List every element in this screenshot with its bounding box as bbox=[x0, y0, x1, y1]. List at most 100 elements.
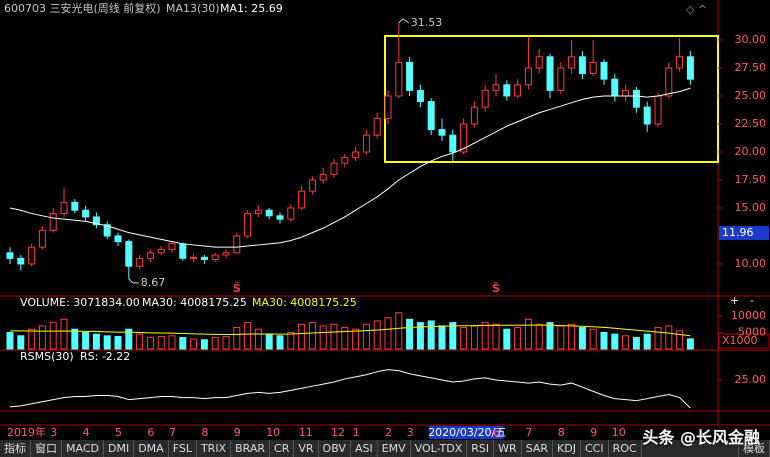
y-tick-label: 17.50 bbox=[735, 173, 767, 186]
y-tick-label: 20.00 bbox=[735, 145, 767, 158]
volume-bar bbox=[492, 323, 500, 350]
volume-bar bbox=[308, 322, 316, 350]
x-tick-label: 2020/03/20/五 bbox=[428, 426, 506, 439]
volume-title: VOLUME: 3071834.00 bbox=[20, 296, 140, 309]
toolbar-tab[interactable]: 窗口 bbox=[31, 440, 62, 457]
volume-bar bbox=[686, 338, 694, 350]
toolbar-tab[interactable]: KDJ bbox=[553, 440, 581, 457]
volume-bar bbox=[136, 333, 144, 350]
y-tick-label: 22.50 bbox=[735, 117, 767, 130]
candle-body bbox=[146, 252, 154, 259]
volume-bar bbox=[470, 325, 478, 350]
rsms-title: RSMS(30) bbox=[20, 350, 74, 363]
indicator-value: MA1: 25.69 bbox=[220, 2, 283, 15]
candle-body bbox=[6, 252, 14, 259]
indicator: MA13(30) bbox=[166, 2, 220, 15]
volume-bar bbox=[643, 333, 651, 350]
x-tick-label: 4 bbox=[83, 426, 90, 439]
x-tick-label: 2 bbox=[385, 426, 392, 439]
volume-bar bbox=[665, 325, 673, 350]
candle-body bbox=[49, 213, 57, 231]
signal: Ŝ bbox=[233, 282, 241, 295]
y-tick-label: 27.50 bbox=[735, 61, 767, 74]
toolbar-tab[interactable]: 指标 bbox=[0, 440, 31, 457]
toolbar-tab[interactable]: RSI bbox=[467, 440, 495, 457]
x-tick-label: 3 bbox=[50, 426, 57, 439]
candle-body bbox=[524, 67, 532, 86]
toolbar-tab[interactable]: DMA bbox=[134, 440, 169, 457]
toolbar-tab[interactable]: SAR bbox=[522, 440, 554, 457]
candle-body bbox=[211, 254, 219, 260]
toolbar-tab[interactable]: FSL bbox=[169, 440, 197, 457]
volume-bar bbox=[146, 336, 154, 350]
candle-body bbox=[611, 78, 619, 97]
volume-bar bbox=[373, 320, 381, 350]
x-tick-label: 6 bbox=[147, 426, 154, 439]
volume-bar bbox=[179, 336, 187, 350]
candle-body bbox=[557, 67, 565, 91]
candle-body bbox=[114, 235, 122, 243]
candle-body bbox=[632, 89, 640, 108]
volume-bar bbox=[352, 328, 360, 350]
candle-body bbox=[222, 252, 230, 256]
volume-bar bbox=[28, 328, 36, 350]
y-tick-label: 10.00 bbox=[735, 257, 767, 270]
x-tick-label: 6 bbox=[493, 426, 500, 439]
price-label: 11.96 bbox=[722, 226, 754, 239]
candle-body bbox=[492, 84, 500, 91]
toolbar-tab[interactable]: CCI bbox=[581, 440, 609, 457]
volume-bar bbox=[524, 318, 532, 350]
volume-bar bbox=[114, 335, 122, 350]
toolbar-tab[interactable]: EMV bbox=[378, 440, 411, 457]
candle-body bbox=[125, 241, 133, 267]
toolbar-tab[interactable]: MACD bbox=[62, 440, 104, 457]
candle-body bbox=[276, 215, 284, 220]
zoom[interactable]: - bbox=[750, 294, 754, 307]
x-tick-label: 10 bbox=[266, 426, 280, 439]
toolbar-tab[interactable]: WR bbox=[494, 440, 522, 457]
candle-body bbox=[244, 213, 252, 237]
x-tick-label: 1 bbox=[353, 426, 360, 439]
ma-line bbox=[9, 87, 691, 248]
x-tick-label: 9 bbox=[590, 426, 597, 439]
toolbar-tab[interactable]: VR bbox=[294, 440, 319, 457]
x-tick-label: 8 bbox=[201, 426, 208, 439]
toolbar-tab[interactable]: OBV bbox=[319, 440, 351, 457]
toolbar-tab[interactable]: ROC bbox=[609, 440, 642, 457]
toolbar-tab[interactable]: DMI bbox=[104, 440, 135, 457]
candle-body bbox=[535, 56, 543, 69]
candle-body bbox=[514, 84, 522, 97]
candle-body bbox=[622, 89, 630, 97]
volume-bar bbox=[38, 325, 46, 350]
toolbar-tab[interactable]: TRIX bbox=[197, 440, 232, 457]
x-tick-label: 7 bbox=[525, 426, 532, 439]
candle-body bbox=[449, 134, 457, 153]
candle-body bbox=[481, 89, 489, 108]
price-label-box bbox=[719, 226, 769, 240]
rsms-value: RS: -2.22 bbox=[80, 350, 130, 363]
volume-bar bbox=[276, 335, 284, 350]
candle-body bbox=[60, 201, 68, 215]
candle-body bbox=[568, 56, 576, 69]
candle-body bbox=[330, 162, 338, 175]
candle-body bbox=[578, 56, 586, 75]
volume-bar bbox=[233, 327, 241, 350]
volume-bar bbox=[49, 322, 57, 350]
volume-bar bbox=[6, 332, 14, 350]
candle-body bbox=[287, 207, 295, 220]
x-tick-label: 5 bbox=[115, 426, 122, 439]
candle-body bbox=[71, 201, 79, 211]
toolbar-tab[interactable]: ASI bbox=[351, 440, 378, 457]
x-tick-label: 10 bbox=[612, 426, 626, 439]
toolbar-tab[interactable]: BRAR bbox=[231, 440, 271, 457]
icon[interactable]: ◇ ^ bbox=[686, 3, 707, 16]
candle-body bbox=[92, 216, 100, 226]
toolbar-tab[interactable]: VOL-TDX bbox=[411, 440, 468, 457]
zoom[interactable]: + bbox=[730, 294, 739, 307]
toolbar-tab[interactable]: CR bbox=[270, 440, 295, 457]
candle-body bbox=[665, 67, 673, 97]
volume-bar bbox=[622, 335, 630, 350]
candle-body bbox=[643, 106, 651, 125]
candle-body bbox=[136, 257, 144, 267]
signal: Ŝ bbox=[492, 282, 500, 295]
